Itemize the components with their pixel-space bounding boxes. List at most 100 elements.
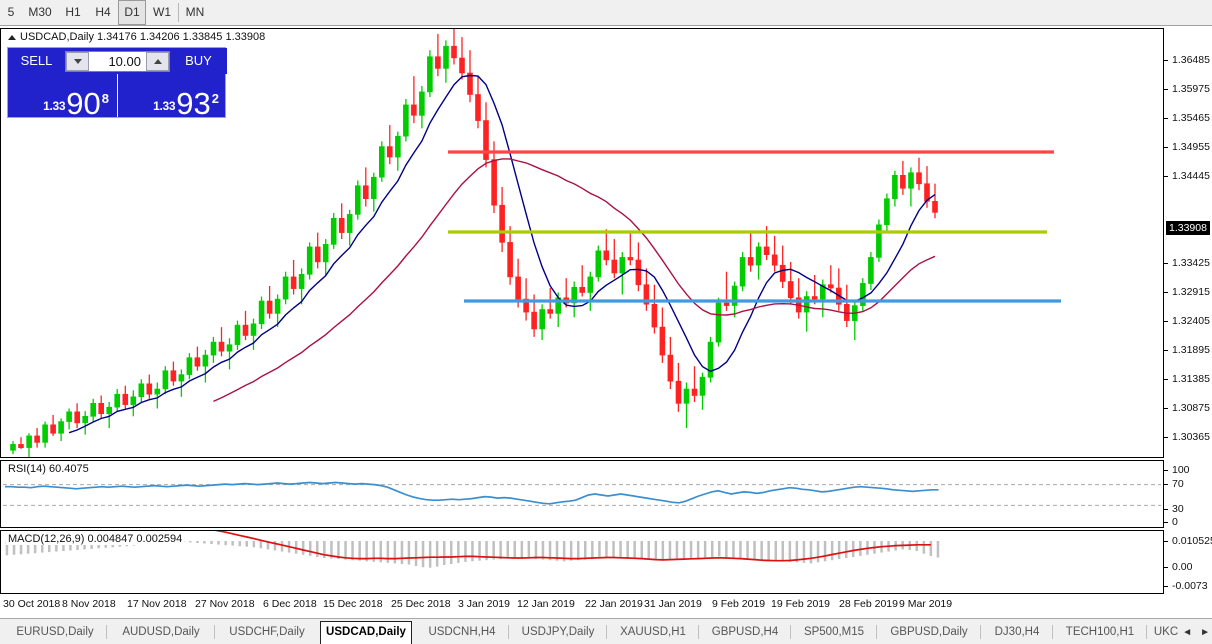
buy-button[interactable]: BUY	[170, 48, 227, 74]
timeframe-button-w1[interactable]: W1	[153, 5, 171, 19]
chart-tab-usdcad-daily[interactable]: USDCAD,Daily	[320, 621, 412, 644]
chart-symbol-label: USDCAD,Daily 1.34176 1.34206 1.33845 1.3…	[6, 31, 268, 43]
toolbar-separator	[178, 3, 179, 22]
axis-tick-label: 1.30365	[1172, 431, 1210, 443]
timeframe-toolbar: 5 M30 H1 H4 D1 W1 MN	[0, 0, 1212, 26]
sell-price-fraction: 8	[101, 91, 109, 106]
chart-tab-gbpusd-h4[interactable]: GBPUSD,H4	[711, 626, 779, 638]
axis-tick-mark	[1164, 147, 1168, 148]
axis-tick-mark	[1164, 522, 1168, 523]
axis-tick-mark	[1164, 437, 1168, 438]
time-scale[interactable]: 30 Oct 2018 8 Nov 2018 17 Nov 2018 27 Nov 2…	[0, 596, 1212, 616]
axis-tick-label: 1.35975	[1172, 83, 1210, 95]
volume-input[interactable]: 10.00	[108, 53, 141, 69]
axis-tick-label: 70	[1172, 478, 1184, 490]
rsi-scale: 100 70 30 0	[1164, 460, 1212, 528]
date-tick-label: 9 Feb 2019	[712, 598, 766, 610]
chart-tab-eurusd-daily[interactable]: EURUSD,Daily	[16, 626, 94, 638]
axis-tick-label: 30	[1172, 503, 1184, 515]
macd-indicator-pane[interactable]: MACD(12,26,9) 0.004847 0.002594	[0, 530, 1164, 594]
timeframe-button-m30[interactable]: M30	[28, 5, 52, 19]
timeframe-button-d1[interactable]: D1	[118, 0, 146, 25]
rsi-indicator-pane[interactable]: RSI(14) 60.4075	[0, 460, 1164, 528]
axis-tick-label: 0.00	[1172, 561, 1193, 573]
date-tick-label: 9 Mar 2019	[899, 598, 953, 610]
tab-separator	[790, 625, 791, 639]
chart-tab-dj30-h4[interactable]: DJ30,H4	[994, 626, 1040, 638]
chart-tab-tech100-h1[interactable]: TECH100,H1	[1065, 626, 1135, 638]
tab-scroll-left-icon[interactable]: ◄	[1182, 626, 1193, 638]
volume-decrement-button[interactable]	[66, 51, 89, 71]
axis-tick-mark	[1164, 118, 1168, 119]
tab-separator	[980, 625, 981, 639]
axis-tick-label: 1.33425	[1172, 257, 1210, 269]
date-tick-label: 15 Dec 2018	[323, 598, 383, 610]
axis-tick-label: 1.34445	[1172, 170, 1210, 182]
tab-nav-controls[interactable]: ◄ ►	[1182, 622, 1210, 642]
chart-tab-ukc[interactable]: UKC	[1153, 626, 1179, 638]
date-tick-label: 19 Feb 2019	[771, 598, 830, 610]
chart-tab-sp500-m15[interactable]: SP500,M15	[803, 626, 865, 638]
sell-price-main: 90	[66, 86, 101, 121]
sell-button[interactable]: SELL	[8, 48, 65, 74]
axis-tick-mark	[1164, 484, 1168, 485]
axis-tick-label: 0	[1172, 516, 1178, 528]
axis-tick-label: 1.31385	[1172, 373, 1210, 385]
sell-price-quote[interactable]: 1.33 90 8	[8, 74, 118, 121]
buy-price-quote[interactable]: 1.33 93 2	[118, 74, 227, 119]
tab-scroll-right-icon[interactable]: ►	[1200, 626, 1210, 638]
axis-tick-mark	[1164, 509, 1168, 510]
chart-tab-usdchf-daily[interactable]: USDCHF,Daily	[229, 626, 305, 638]
axis-tick-mark	[1164, 470, 1168, 471]
axis-tick-mark	[1164, 321, 1168, 322]
chart-tab-usdjpy-daily[interactable]: USDJPY,Daily	[521, 626, 595, 638]
macd-label: MACD(12,26,9) 0.004847 0.002594	[6, 533, 185, 545]
trade-panel-quotes: 1.33 90 8 1.33 93 2	[8, 74, 227, 121]
chart-tab-gbpusd-daily[interactable]: GBPUSD,Daily	[890, 626, 968, 638]
volume-increment-button[interactable]	[146, 51, 169, 71]
price-scale[interactable]: 1.36485 1.35975 1.35465 1.34955 1.34445 1.334…	[1164, 28, 1212, 458]
axis-tick-mark	[1164, 176, 1168, 177]
chart-tab-xauusd-h1[interactable]: XAUUSD,H1	[620, 626, 686, 638]
tab-separator	[876, 625, 877, 639]
chart-tab-audusd-daily[interactable]: AUDUSD,Daily	[122, 626, 200, 638]
rsi-label: RSI(14) 60.4075	[6, 463, 91, 475]
one-click-trading-panel[interactable]: SELL 10.00 BUY 1.33 90 8 1.33 93 2	[7, 47, 227, 121]
date-tick-label: 12 Jan 2019	[517, 598, 575, 610]
chart-symbol-text: USDCAD,Daily 1.34176 1.34206 1.33845 1.3…	[20, 31, 266, 43]
date-tick-label: 25 Dec 2018	[391, 598, 451, 610]
volume-input-group[interactable]: 10.00	[65, 50, 170, 72]
date-tick-label: 31 Jan 2019	[644, 598, 702, 610]
collapse-triangle-icon[interactable]	[8, 34, 16, 40]
chart-tab-usdcnh-h4[interactable]: USDCNH,H4	[428, 626, 496, 638]
axis-tick-mark	[1164, 586, 1168, 587]
date-tick-label: 27 Nov 2018	[195, 598, 255, 610]
date-tick-label: 8 Nov 2018	[62, 598, 116, 610]
macd-scale: 0.010525 0.00 -0.0073	[1164, 530, 1212, 594]
date-tick-label: 30 Oct 2018	[3, 598, 61, 610]
date-tick-label: 3 Jan 2019	[458, 598, 510, 610]
axis-tick-mark	[1164, 350, 1168, 351]
timeframe-button-h1[interactable]: H1	[65, 5, 81, 19]
timeframe-button-h4[interactable]: H4	[95, 5, 111, 19]
axis-tick-label: 1.35465	[1172, 112, 1210, 124]
axis-tick-mark	[1164, 379, 1168, 380]
tab-separator	[606, 625, 607, 639]
rsi-canvas	[3, 481, 1161, 506]
axis-tick-mark	[1164, 541, 1168, 542]
timeframe-button-5[interactable]: 5	[7, 5, 15, 19]
sell-price-prefix: 1.33	[43, 99, 66, 113]
date-tick-label: 6 Dec 2018	[263, 598, 317, 610]
axis-tick-label: 1.36485	[1172, 54, 1210, 66]
axis-tick-mark	[1164, 292, 1168, 293]
axis-tick-label: 100	[1172, 464, 1190, 476]
current-price-label: 1.33908	[1166, 221, 1210, 235]
axis-tick-mark	[1164, 567, 1168, 568]
date-tick-label: 22 Jan 2019	[585, 598, 643, 610]
axis-tick-label: 1.32915	[1172, 286, 1210, 298]
tab-separator	[106, 625, 107, 639]
timeframe-button-mn[interactable]: MN	[185, 5, 205, 19]
axis-tick-mark	[1164, 408, 1168, 409]
axis-tick-label: 0.010525	[1172, 535, 1212, 547]
